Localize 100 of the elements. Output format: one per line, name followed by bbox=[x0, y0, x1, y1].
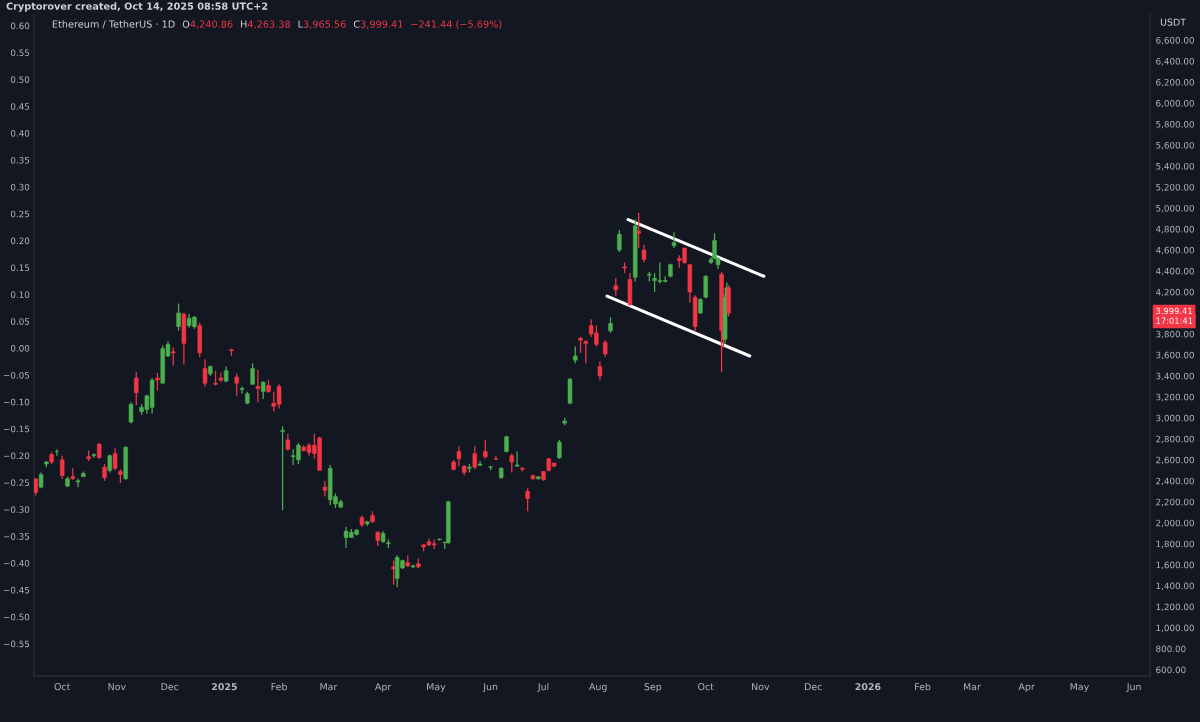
x-tick-label: Dec bbox=[161, 683, 179, 691]
candlestick bbox=[322, 480, 328, 498]
y2-tick-label: 0.20 bbox=[10, 237, 30, 245]
x-tick-label: Apr bbox=[1018, 683, 1035, 693]
y2-tick-label: −0.10 bbox=[3, 398, 30, 406]
candlestick bbox=[456, 445, 462, 467]
x-tick-label: Sep bbox=[644, 683, 662, 693]
y2-tick-label: 0.00 bbox=[10, 345, 30, 352]
text: 17:01:41 bbox=[1156, 317, 1193, 324]
x-tick-label: Dec bbox=[805, 683, 822, 691]
candlestick bbox=[636, 212, 641, 249]
y2-tick-label: 0.30 bbox=[10, 183, 30, 191]
y-tick-label: 6,400.00 bbox=[1156, 58, 1194, 66]
x-tick-label: Jun bbox=[1126, 683, 1141, 693]
y-tick-label: 4,400.00 bbox=[1155, 267, 1194, 276]
candlestick bbox=[280, 425, 285, 511]
candlestick bbox=[671, 231, 677, 249]
candlestick bbox=[483, 439, 488, 460]
y-tick-label: 5,000.00 bbox=[1156, 204, 1194, 213]
y2-tick-label: −0.20 bbox=[3, 452, 30, 460]
y2-tick-label: −0.45 bbox=[3, 586, 30, 594]
x-tick-label: May bbox=[427, 683, 446, 693]
y-axis-title: USDT bbox=[1160, 18, 1187, 26]
candlestick bbox=[617, 229, 622, 253]
y-tick-label: 5,800.00 bbox=[1156, 120, 1194, 129]
y-tick-label: 800.00 bbox=[1156, 645, 1186, 653]
candlestick bbox=[255, 369, 261, 403]
annotation: −241.44 (−5.69%) bbox=[411, 20, 502, 29]
candlestick bbox=[583, 339, 589, 364]
y-tick-label: 3,200.00 bbox=[1156, 393, 1194, 402]
y-tick-label: 3,000.00 bbox=[1156, 414, 1194, 423]
y-tick-label: 1,000.00 bbox=[1156, 624, 1194, 633]
y2-tick-label: 0.60 bbox=[10, 22, 30, 30]
text: Cryptorover created, Oct 14, 2025 08:58 UTC+2 bbox=[6, 2, 268, 12]
candlestick bbox=[59, 455, 65, 480]
y2-tick-label: 0.05 bbox=[10, 318, 30, 325]
candlestick bbox=[176, 302, 181, 332]
y-tick-label: 2,200.00 bbox=[1156, 498, 1194, 507]
y2-tick-label: −0.40 bbox=[3, 559, 30, 567]
y-tick-label: 5,400.00 bbox=[1156, 162, 1194, 171]
y-tick-label: 1,400.00 bbox=[1156, 582, 1194, 591]
y-tick-label: 4,600.00 bbox=[1155, 246, 1194, 255]
x-tick-label: Mar bbox=[963, 683, 981, 691]
candlestick bbox=[134, 371, 139, 406]
y2-tick-label: −0.50 bbox=[3, 613, 30, 621]
y2-tick-label: −0.30 bbox=[3, 506, 30, 513]
x-tick-label: Oct bbox=[698, 683, 714, 691]
annotation: C3,999.41 bbox=[353, 20, 403, 29]
y-tick-label: 600.00 bbox=[1156, 666, 1186, 674]
y2-tick-label: −0.55 bbox=[3, 640, 30, 648]
candlestick bbox=[202, 358, 208, 388]
candlestick bbox=[514, 450, 520, 467]
x-tick-label: 2026 bbox=[855, 683, 881, 691]
x-tick-label: Jul bbox=[537, 682, 549, 693]
y-tick-label: 3,800.00 bbox=[1156, 330, 1194, 339]
x-tick-label: 2025 bbox=[212, 683, 237, 691]
annotation: H4,263.38 bbox=[241, 20, 291, 29]
y-tick-label: 6,600.00 bbox=[1156, 37, 1194, 45]
y2-tick-label: 0.10 bbox=[10, 291, 30, 298]
candlestick bbox=[557, 439, 562, 460]
y-tick-label: 2,000.00 bbox=[1156, 519, 1194, 528]
y-tick-label: 5,600.00 bbox=[1156, 141, 1194, 150]
x-tick-label: Jun bbox=[482, 683, 498, 693]
y-tick-label: 6,000.00 bbox=[1156, 99, 1194, 108]
y2-tick-label: 0.55 bbox=[10, 49, 30, 57]
candlestick bbox=[250, 362, 255, 385]
x-tick-label: Nov bbox=[752, 683, 770, 691]
candlestick bbox=[472, 445, 477, 470]
annotation: L3,965.56 bbox=[298, 20, 346, 29]
candlestick bbox=[239, 385, 245, 395]
y2-tick-label: 0.25 bbox=[10, 210, 30, 218]
x-tick-label: Nov bbox=[108, 683, 126, 691]
y2-tick-label: −0.35 bbox=[3, 533, 30, 540]
y2-tick-label: 0.35 bbox=[10, 156, 30, 164]
y-tick-label: 4,200.00 bbox=[1155, 288, 1194, 297]
text: 3,999.41 bbox=[1156, 307, 1192, 315]
candlestick bbox=[391, 559, 396, 586]
x-tick-label: Apr bbox=[374, 683, 392, 693]
candlestick bbox=[54, 448, 60, 457]
x-tick-label: May bbox=[1070, 683, 1089, 693]
annotation: O4,240.86 bbox=[182, 20, 233, 29]
y2-tick-label: −0.25 bbox=[3, 479, 30, 486]
candlestick bbox=[509, 452, 514, 474]
x-tick-label: Aug bbox=[589, 683, 607, 693]
candlestick bbox=[234, 373, 239, 397]
y-tick-label: 4,800.00 bbox=[1155, 225, 1194, 234]
y-tick-label: 1,800.00 bbox=[1156, 540, 1194, 549]
y2-tick-label: 0.40 bbox=[10, 130, 30, 137]
y-tick-label: 2,400.00 bbox=[1156, 477, 1194, 486]
candlestick bbox=[525, 487, 530, 512]
y-tick-label: 6,200.00 bbox=[1156, 78, 1194, 87]
y-tick-label: 3,600.00 bbox=[1156, 351, 1194, 360]
x-tick-label: Feb bbox=[915, 682, 931, 691]
x-tick-label: Feb bbox=[271, 682, 287, 691]
chart-title: Ethereum / TetherUS · 1D bbox=[52, 20, 175, 29]
y2-tick-label: −0.05 bbox=[3, 371, 30, 379]
x-tick-label: Oct bbox=[54, 683, 71, 691]
y2-tick-label: 0.45 bbox=[10, 103, 30, 110]
y2-tick-label: −0.15 bbox=[3, 425, 30, 433]
y-tick-label: 5,200.00 bbox=[1156, 183, 1194, 192]
